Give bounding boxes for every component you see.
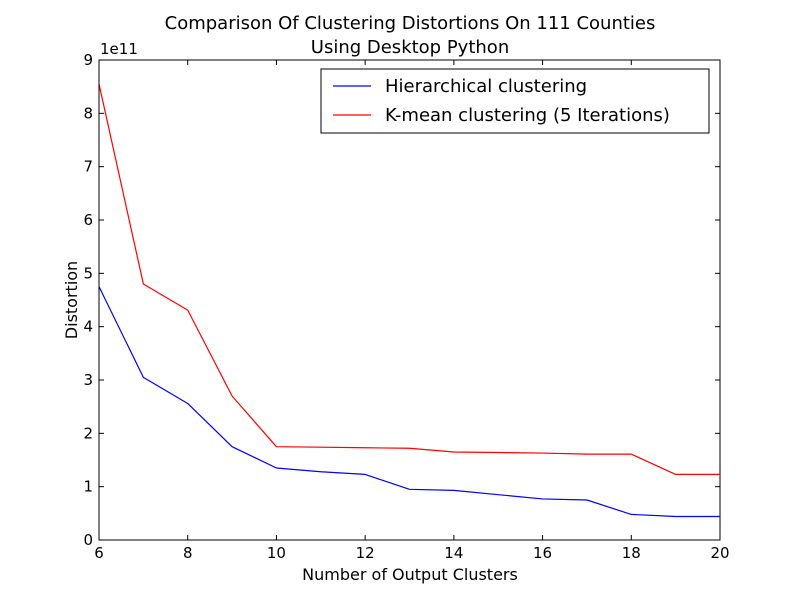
x-tick-label: 20 — [710, 544, 729, 562]
y-tick-label: 6 — [83, 211, 93, 229]
plot-frame — [98, 59, 721, 541]
legend-label-kmeans: K-mean clustering (5 Iterations) — [385, 105, 670, 126]
y-tick-label: 7 — [83, 158, 93, 176]
x-tick-label: 18 — [622, 544, 641, 562]
x-tick-label: 8 — [183, 544, 193, 562]
x-tick-label: 14 — [444, 544, 463, 562]
series-line-kmeans — [98, 83, 720, 475]
y-tick-label: 9 — [83, 51, 93, 69]
x-tick-label: 10 — [267, 544, 286, 562]
legend-label-hierarchical: Hierarchical clustering — [385, 76, 587, 97]
y-axis-label: Distortion — [62, 261, 81, 339]
chart-title-line-2: Using Desktop Python — [311, 37, 509, 58]
x-tick-label: 6 — [94, 544, 104, 562]
y-tick-label: 4 — [83, 318, 93, 336]
y-tick-label: 2 — [83, 424, 93, 442]
x-axis-label: Number of Output Clusters — [302, 565, 518, 584]
legend-frame — [320, 68, 710, 134]
legend: Hierarchical clustering K-mean clusterin… — [320, 68, 710, 134]
y-tick-label: 3 — [83, 371, 93, 389]
series-line-hierarchical — [98, 286, 720, 518]
y-exponent-label: 1e11 — [100, 40, 138, 58]
y-tick-label: 8 — [83, 104, 93, 122]
x-tick-label: 16 — [533, 544, 552, 562]
y-tick-label: 1 — [83, 478, 93, 496]
y-tick-label: 5 — [83, 264, 93, 282]
series-layer — [98, 83, 720, 518]
chart-title-line-1: Comparison Of Clustering Distortions On … — [165, 13, 656, 34]
x-tick-label: 12 — [356, 544, 375, 562]
y-tick-label: 0 — [83, 531, 93, 549]
